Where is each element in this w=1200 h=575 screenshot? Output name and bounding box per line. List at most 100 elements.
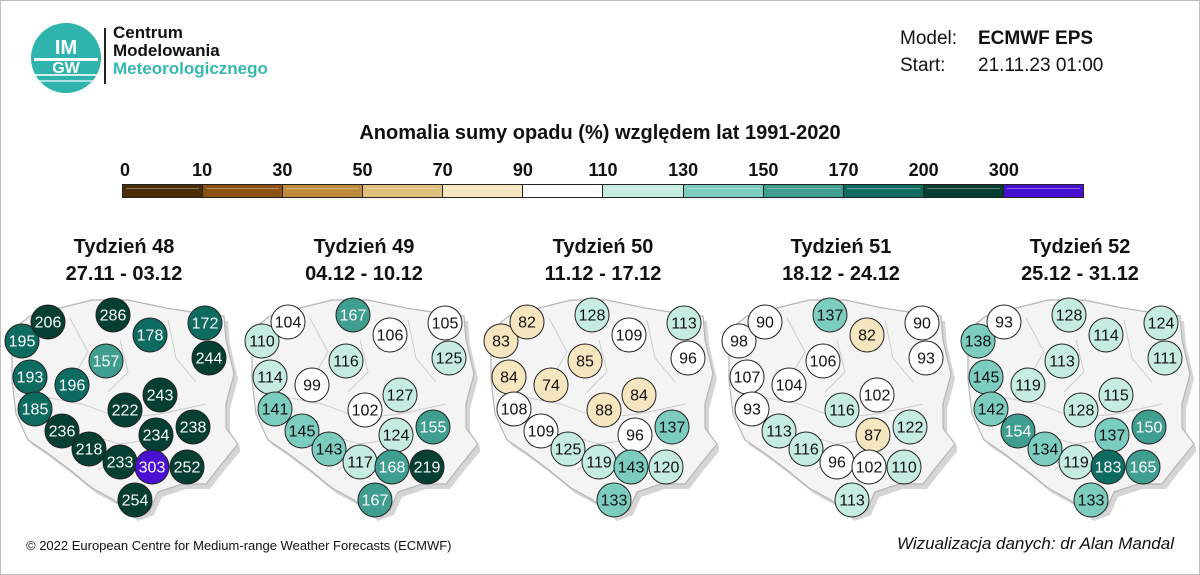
region-bubble [596, 482, 632, 518]
region-bubble [761, 413, 797, 449]
region-bubble [191, 340, 227, 376]
region-value: 195 [9, 334, 36, 351]
region-value: 125 [436, 351, 463, 368]
legend-swatch [603, 185, 684, 197]
region-value: 106 [810, 354, 837, 371]
imgw-logo-icon: IM GW [31, 23, 101, 93]
region-bubble [311, 431, 347, 467]
region-bubble [294, 367, 330, 403]
region-bubble [849, 317, 885, 353]
region-value: 134 [1032, 442, 1059, 459]
legend-label: 130 [668, 160, 699, 180]
region-value: 85 [576, 354, 594, 371]
region-value: 99 [303, 378, 321, 395]
region-value: 93 [917, 351, 935, 368]
region-value: 133 [1078, 493, 1105, 510]
region-value: 93 [995, 315, 1013, 332]
region-value: 119 [1015, 378, 1041, 395]
region-bubble [1147, 340, 1183, 376]
region-value: 234 [143, 428, 170, 445]
region-value: 82 [858, 328, 876, 345]
week-title: Tydzień 49 04.12 - 10.12 [244, 234, 484, 288]
region-value: 141 [262, 402, 289, 419]
legend-swatch [763, 185, 844, 197]
region-value: 143 [618, 460, 645, 477]
region-bubble [904, 305, 940, 341]
region-value: 113 [1049, 354, 1075, 371]
legend-label: 150 [748, 160, 779, 180]
region-bubble [1088, 317, 1124, 353]
region-value: 218 [76, 442, 103, 459]
region-value: 128 [1068, 403, 1095, 420]
region-value: 104 [776, 378, 803, 395]
logo-line-2: Modelowania [113, 41, 220, 60]
region-value: 168 [379, 460, 406, 477]
legend-swatch [283, 185, 364, 197]
region-bubble [747, 304, 783, 340]
region-value: 244 [196, 351, 223, 368]
region-bubble [382, 377, 418, 413]
region-value: 137 [1099, 428, 1126, 445]
legend-label: 90 [512, 160, 533, 180]
region-value: 122 [897, 420, 924, 437]
model-info: Model: ECMWF EPS Start: 21.11.23 01:00 [900, 25, 1103, 79]
region-value: 193 [17, 370, 44, 387]
start-value: 21.11.23 01:00 [978, 55, 1104, 76]
region-value: 119 [1063, 455, 1089, 472]
region-bubble [17, 391, 53, 427]
region-bubble [132, 317, 168, 353]
region-value: 143 [316, 442, 343, 459]
region-value: 286 [100, 308, 127, 325]
region-bubble [550, 431, 586, 467]
legend-color-bar [122, 184, 1084, 198]
region-value: 110 [891, 460, 917, 477]
region-bubble [1098, 377, 1134, 413]
region-value: 90 [756, 315, 774, 332]
map-title: Anomalia sumy opadu (%) względem lat 199… [359, 122, 841, 144]
region-bubble [670, 340, 706, 376]
region-value: 93 [743, 402, 761, 419]
region-bubble [533, 367, 569, 403]
week-title: Tydzień 50 11.12 - 17.12 [483, 234, 723, 288]
region-value: 165 [1130, 460, 1157, 477]
region-bubble [374, 449, 410, 485]
region-value: 145 [289, 424, 316, 441]
legend-label: 10 [192, 160, 213, 180]
region-bubble [335, 297, 371, 333]
region-value: 137 [817, 308, 844, 325]
logo-text: Centrum Modelowania Meteorologicznego [113, 24, 268, 78]
region-bubble [621, 377, 657, 413]
region-bubble [169, 449, 205, 485]
region-value: 113 [839, 493, 865, 510]
week-title: Tydzień 51 18.12 - 24.12 [721, 234, 961, 288]
region-value: 142 [978, 402, 1005, 419]
region-value: 185 [22, 402, 49, 419]
week-dates: 25.12 - 31.12 [1021, 263, 1139, 285]
region-bubble [175, 409, 211, 445]
region-bubble [574, 297, 610, 333]
legend-swatch [843, 185, 924, 197]
region-value: 110 [249, 334, 275, 351]
start-label: Start: [900, 55, 946, 76]
week-number: Tydzień 48 [73, 236, 175, 258]
region-bubble [4, 323, 40, 359]
region-bubble [95, 297, 131, 333]
region-value: 236 [49, 424, 76, 441]
region-value: 137 [659, 420, 686, 437]
region-bubble [372, 317, 408, 353]
region-value: 88 [595, 403, 613, 420]
week-dates: 18.12 - 24.12 [782, 263, 900, 285]
region-bubble [788, 431, 824, 467]
region-value: 119 [586, 455, 612, 472]
region-bubble [1125, 449, 1161, 485]
week-number: Tydzień 50 [552, 236, 654, 258]
region-bubble [851, 449, 887, 485]
legend-label: 110 [588, 160, 618, 180]
region-value: 155 [420, 420, 447, 437]
region-bubble [509, 304, 545, 340]
legend-swatch [123, 185, 204, 197]
legend-swatch [923, 185, 1004, 197]
